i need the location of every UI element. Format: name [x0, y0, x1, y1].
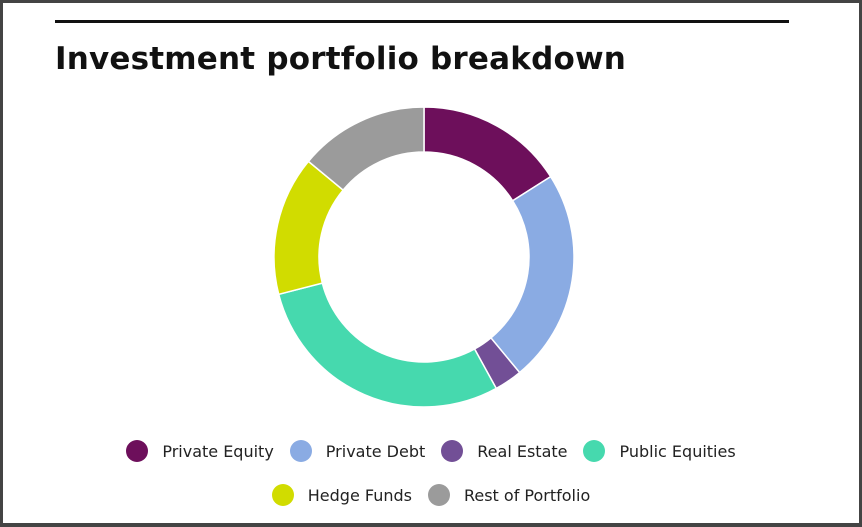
- legend-label: Hedge Funds: [307, 485, 412, 505]
- donut-slice: [489, 175, 575, 374]
- legend-swatch: [583, 440, 606, 462]
- legend-item: Real Estate: [441, 439, 567, 463]
- legend-swatch: [441, 440, 464, 462]
- legend-label: Public Equities: [619, 441, 736, 461]
- donut-slice: [307, 106, 425, 192]
- legend-item: Private Debt: [289, 439, 426, 463]
- legend-item: Rest of Portfolio: [427, 483, 591, 507]
- donut-chart: [273, 106, 575, 408]
- legend-swatch: [126, 440, 149, 462]
- legend-label: Private Equity: [162, 441, 274, 461]
- legend-item: Private Equity: [126, 439, 274, 463]
- legend-label: Real Estate: [477, 441, 568, 461]
- legend-label: Private Debt: [325, 441, 426, 461]
- donut-slice: [277, 282, 498, 408]
- legend-item: Hedge Funds: [271, 483, 412, 507]
- legend: Private Equity Private Debt Real Estate Pub…: [114, 439, 748, 507]
- legend-swatch: [271, 484, 294, 506]
- chart-title: Investment portfolio breakdown: [55, 41, 627, 77]
- legend-label: Rest of Portfolio: [463, 485, 591, 505]
- legend-swatch: [427, 484, 450, 506]
- legend-item: Public Equities: [583, 439, 736, 463]
- top-rule: [55, 20, 789, 23]
- donut-slice: [423, 106, 552, 202]
- legend-swatch: [289, 440, 312, 462]
